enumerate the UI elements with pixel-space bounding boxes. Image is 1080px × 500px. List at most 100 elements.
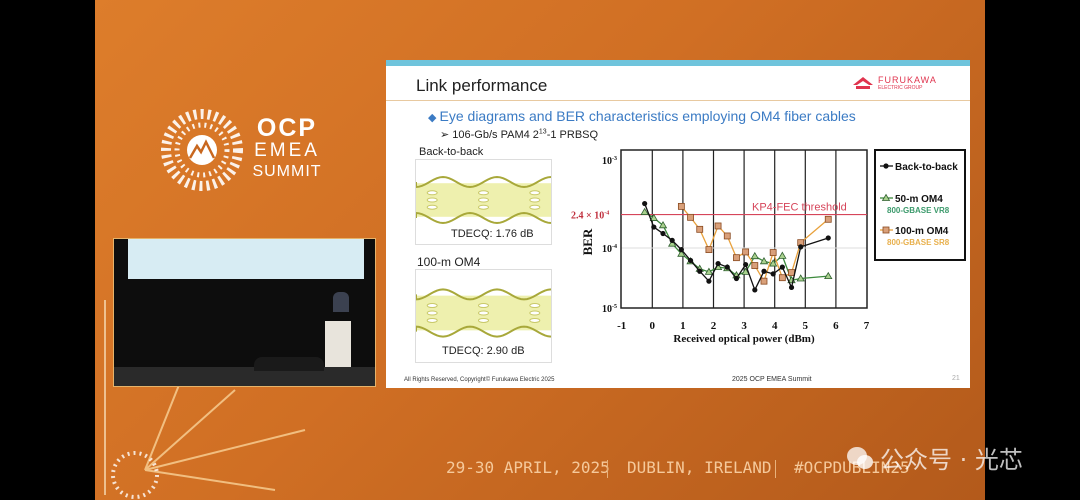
- data-point: [788, 284, 795, 291]
- threshold-tick-label: 2.4 × 10-4: [571, 211, 609, 222]
- y-tick-label: 10-3: [602, 156, 617, 167]
- projected-slide: [128, 239, 364, 279]
- speaker: [333, 292, 349, 312]
- x-tick-label: 1: [680, 320, 686, 332]
- x-tick-label: 3: [741, 320, 747, 332]
- eye-diagram-100m-om4: TDECQ: 2.90 dB: [415, 269, 552, 363]
- data-point: [741, 267, 750, 275]
- data-point: [770, 271, 776, 277]
- furukawa-mark-icon: [853, 77, 873, 89]
- data-point: [658, 221, 668, 229]
- data-point: [769, 249, 777, 256]
- data-point: [779, 264, 785, 270]
- data-point: [642, 200, 648, 207]
- stage-floor: [114, 367, 375, 386]
- sunburst-mountain-icon: [161, 109, 243, 191]
- presentation-slide: Link performance FURUKAWA ELECTRIC GROUP …: [386, 60, 970, 388]
- data-point: [759, 257, 769, 265]
- eye2-label: 100-m OM4: [417, 255, 481, 269]
- data-point: [742, 248, 750, 256]
- data-point: [706, 278, 712, 284]
- data-point: [778, 251, 787, 259]
- x-tick-label: 0: [650, 320, 656, 332]
- data-point: [788, 269, 795, 276]
- data-point: [750, 251, 760, 260]
- data-point: [881, 193, 891, 201]
- data-point: [824, 271, 833, 280]
- data-point: [724, 264, 730, 270]
- y-tick-label: 10-4: [602, 244, 617, 255]
- data-point: [715, 260, 721, 267]
- data-point: [798, 244, 804, 250]
- x-tick-label: 2: [711, 320, 717, 332]
- legend-item: Back-to-back: [880, 162, 958, 173]
- data-point: [651, 224, 657, 230]
- slide-page-number: 21: [952, 375, 960, 382]
- data-point: [761, 268, 767, 274]
- event-location: DUBLIN, IRELAND: [627, 458, 772, 477]
- legend-label: Back-to-back: [895, 162, 958, 173]
- logo-summit: SUMMIT: [252, 163, 322, 180]
- wechat-watermark: 公众号 · 光芯: [846, 440, 1023, 475]
- eye-diagram-back-to-back: TDECQ: 1.76 dB: [415, 159, 552, 245]
- y-axis-label: BER: [580, 228, 595, 255]
- data-point: [687, 213, 694, 221]
- podium: [325, 321, 351, 367]
- logo-ocp: OCP: [256, 114, 318, 142]
- wechat-icon: [847, 446, 873, 469]
- data-point: [705, 246, 713, 254]
- furukawa-logo: FURUKAWA ELECTRIC GROUP: [852, 75, 937, 91]
- x-tick-label: 7: [864, 320, 870, 332]
- data-point: [751, 262, 759, 269]
- data-point: [714, 222, 722, 230]
- data-point: [660, 230, 666, 237]
- legend-label: 100-m OM4: [895, 226, 949, 237]
- data-point: [752, 287, 758, 293]
- data-point: [743, 261, 749, 268]
- data-point: [696, 225, 704, 233]
- data-point: [678, 247, 684, 253]
- slide-footer-event: 2025 OCP EMEA Summit: [732, 376, 812, 383]
- data-point: [677, 249, 686, 257]
- data-point: [796, 274, 805, 282]
- event-date: 29-30 APRIL, 2025: [446, 458, 610, 477]
- data-point: [667, 239, 677, 247]
- plot-frame: [620, 149, 868, 309]
- x-tick-label: 6: [833, 320, 839, 332]
- x-axis-label: Received optical power (dBm): [673, 333, 815, 345]
- data-point: [723, 232, 731, 240]
- legend-sublabel: 800-GBASE SR8: [887, 238, 950, 247]
- data-point: [883, 163, 889, 169]
- legend-sublabel: 800-GBASE VR8: [887, 206, 950, 215]
- x-tick-label: 4: [772, 320, 778, 332]
- data-point: [733, 275, 740, 282]
- title-divider: [386, 100, 970, 101]
- ocp-summit-logo: OCP EMEA SUMMIT: [160, 108, 321, 197]
- series-100-m-om4: [677, 202, 832, 285]
- threshold-label: KP4-FEC threshold: [752, 202, 847, 214]
- tdecq-back-to-back: TDECQ: 1.76 dB: [451, 228, 534, 240]
- data-point: [825, 235, 831, 241]
- legend-label: 50-m OM4: [895, 194, 943, 205]
- data-point: [640, 207, 649, 215]
- data-point: [687, 257, 694, 264]
- data-point: [733, 254, 740, 262]
- series-back-to-back: [642, 200, 831, 293]
- sub-bullet: ➢ 106-Gb/s PAM4 213-1 PRBSQ: [440, 128, 599, 141]
- data-point: [768, 259, 778, 267]
- speaker-video: [113, 238, 376, 387]
- divider: [607, 460, 608, 478]
- tdecq-100m-om4: TDECQ: 2.90 dB: [442, 345, 525, 357]
- data-point: [649, 213, 659, 221]
- event-hashtag: #OCPDUBLIN25: [794, 458, 910, 477]
- data-point: [697, 268, 703, 274]
- audience: [254, 357, 324, 371]
- divider: [775, 460, 776, 478]
- logo-emea: EMEA: [254, 140, 320, 161]
- data-point: [669, 237, 675, 244]
- data-point: [882, 226, 890, 234]
- slide-footer-copyright: All Rights Reserved, Copyright© Furukawa…: [404, 377, 555, 383]
